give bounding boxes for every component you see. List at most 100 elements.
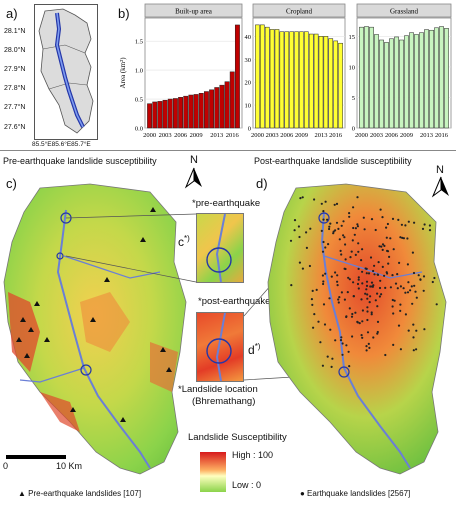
- landslide-dot: [376, 292, 379, 295]
- landslide-dot: [414, 290, 417, 293]
- landslide-dot: [343, 236, 346, 239]
- landslide-dot: [387, 262, 390, 265]
- landslide-dot: [310, 298, 313, 301]
- bar-1-2005: [279, 31, 285, 129]
- landslide-dot: [372, 284, 375, 287]
- bar-0-2002: [157, 101, 163, 129]
- landslide-dot: [357, 242, 360, 245]
- landslide-dot: [347, 276, 350, 279]
- landslide-dot: [412, 323, 415, 326]
- x-tick-label-0-0: 2000: [143, 132, 156, 139]
- bar-2-2002: [369, 26, 374, 129]
- landslide-dot: [399, 309, 402, 312]
- landslide-dot: [289, 239, 293, 242]
- bar-2-2001: [364, 26, 369, 129]
- legend-gradient-bar: [200, 452, 226, 492]
- landslide-dot: [415, 296, 418, 299]
- landslide-dot: [361, 320, 364, 323]
- landslide-dot: [338, 296, 341, 299]
- y-tick-label-0-0: 0.0: [135, 126, 143, 133]
- landslide-dot: [334, 229, 337, 232]
- landslide-dot: [372, 336, 375, 339]
- landslide-dot: [321, 274, 324, 277]
- y-axis-label: Area (km²): [119, 57, 127, 89]
- landslide-dot: [321, 364, 324, 367]
- landslide-dot: [340, 336, 343, 339]
- north-arrow-c-icon: [184, 167, 202, 189]
- landslide-dot: [377, 261, 380, 264]
- landslide-dot: [385, 226, 388, 229]
- inset-d-letter: d: [248, 343, 255, 357]
- landslide-dot: [315, 288, 318, 291]
- pre-tributary-2: [19, 367, 85, 383]
- landslide-dot: [364, 292, 367, 295]
- landslide-dot: [402, 237, 405, 240]
- bar-2-2016: [439, 26, 444, 129]
- landslide-dot: [423, 328, 426, 331]
- landslide-dot: [345, 315, 348, 319]
- landslide-dot: [389, 237, 392, 240]
- bar-0-2010: [198, 93, 204, 129]
- catchment-polygon: [38, 8, 94, 134]
- landslide-dot: [423, 223, 426, 226]
- bar-0-2000: [147, 103, 153, 129]
- landslide-dot: [351, 335, 354, 338]
- landslide-dot: [419, 278, 422, 281]
- landslide-dot: [385, 236, 388, 239]
- landslide-dot: [322, 218, 325, 221]
- landslide-dot: [413, 221, 416, 224]
- landslide-dot: [378, 245, 381, 248]
- landslide-dot: [366, 331, 370, 334]
- landslide-dot: [354, 311, 357, 314]
- lat-tick-4: 27.8°N: [4, 85, 26, 92]
- landslide-dot: [352, 281, 355, 284]
- x-tick-label-1-5: 2016: [329, 132, 343, 139]
- landslide-dot: [348, 278, 351, 281]
- landslide-dot: [357, 276, 360, 279]
- facet-title-0: Built-up area: [175, 8, 213, 16]
- landslide-dot: [335, 221, 339, 224]
- y-tick-label-0-2: 1.0: [135, 68, 143, 75]
- landslide-dot: [391, 298, 394, 302]
- landslide-dot: [357, 250, 360, 253]
- landslide-dot: [428, 229, 432, 232]
- landslide-dot: [407, 329, 410, 332]
- landslide-dot: [365, 272, 368, 275]
- landslide-dot: [322, 280, 325, 283]
- landslide-dot: [333, 203, 336, 206]
- bar-0-2014: [219, 84, 225, 129]
- facet-title-2: Grassland: [390, 8, 418, 16]
- x-tick-label-2-3: 2009: [400, 132, 413, 139]
- x-tick-label-2-2: 2006: [385, 132, 399, 139]
- bar-1-2013: [318, 36, 324, 129]
- lat-tick-5: 27.7°N: [4, 104, 26, 111]
- landslide-dot: [381, 265, 384, 268]
- landslide-dot: [391, 305, 394, 308]
- bar-1-2009: [299, 31, 304, 129]
- landslide-dot: [365, 288, 368, 291]
- landslide-dot: [376, 320, 380, 323]
- bar-2-2017: [444, 28, 449, 129]
- earthquake-landslide-dots: [289, 196, 438, 368]
- landslide-dot: [301, 267, 304, 270]
- landslide-dot: [348, 365, 351, 368]
- y-tick-label-1-3: 30: [245, 57, 252, 64]
- landslide-dot: [411, 251, 414, 254]
- landslide-dot: [308, 264, 311, 268]
- x-tick-label-2-1: 2003: [370, 132, 383, 139]
- landslide-dot: [320, 229, 323, 232]
- landslide-dot: [422, 275, 426, 278]
- north-label-c: N: [190, 154, 198, 166]
- landslide-dot: [322, 210, 325, 213]
- pre-river: [56, 209, 151, 469]
- landslide-dot: [373, 264, 376, 267]
- landslide-dot: [323, 323, 327, 326]
- y-tick-label-1-2: 20: [245, 80, 252, 87]
- landslide-dot: [381, 243, 385, 246]
- landslide-dot: [311, 303, 314, 306]
- bar-2-2008: [399, 39, 404, 129]
- landslide-dot: [322, 282, 325, 286]
- landslide-dot: [336, 280, 339, 283]
- catchment-outline-map: [38, 8, 94, 134]
- landslide-dot: [298, 235, 301, 239]
